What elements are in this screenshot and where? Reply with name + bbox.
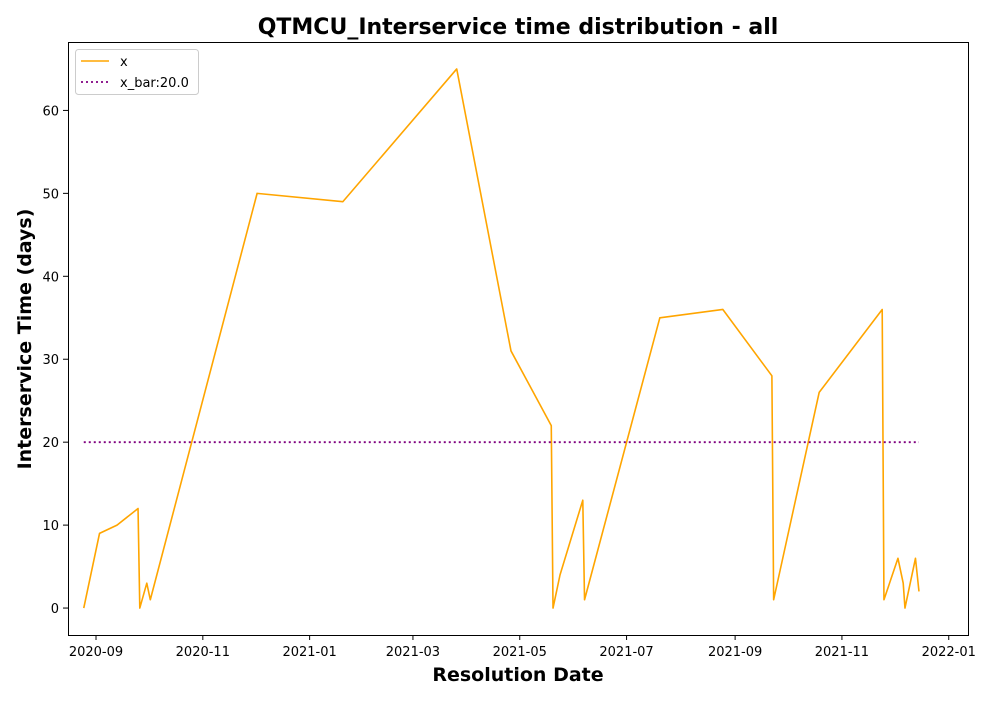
y-tick-label: 60 (42, 104, 59, 119)
legend-entry-label: x (120, 55, 128, 70)
y-tick-label: 40 (42, 270, 59, 285)
legend-entry-label: x_bar:20.0 (120, 76, 189, 91)
x-tick-label: 2021-09 (708, 645, 762, 660)
series-lines (82, 68, 920, 609)
y-tick-label: 50 (42, 187, 59, 202)
x-tick-label: 2021-11 (815, 645, 869, 660)
x-tick-label: 2021-05 (493, 645, 547, 660)
x-tick-label: 2022-01 (922, 645, 976, 660)
x-tick-label: 2020-11 (176, 645, 230, 660)
series-x-line (82, 68, 920, 609)
y-tick-label: 20 (42, 436, 59, 451)
x-tick-label: 2021-07 (599, 645, 653, 660)
y-axis-label: Interservice Time (days) (14, 209, 36, 470)
axis-ticks: 2020-09 2020-11 2021-01 2021-03 2021-05 2021-… (42, 104, 975, 660)
chart-title: QTMCU_Interservice time distribution - a… (258, 15, 779, 40)
x-tick-label: 2020-09 (69, 645, 123, 660)
legend: x x_bar:20.0 (75, 49, 199, 95)
plot-area-frame (68, 42, 969, 636)
y-tick-label: 30 (42, 353, 59, 368)
x-tick-label: 2021-03 (386, 645, 440, 660)
x-tick-label: 2021-01 (282, 645, 336, 660)
y-tick-label: 10 (42, 519, 59, 534)
y-tick-label: 0 (51, 602, 59, 617)
x-axis-label: Resolution Date (432, 664, 603, 686)
